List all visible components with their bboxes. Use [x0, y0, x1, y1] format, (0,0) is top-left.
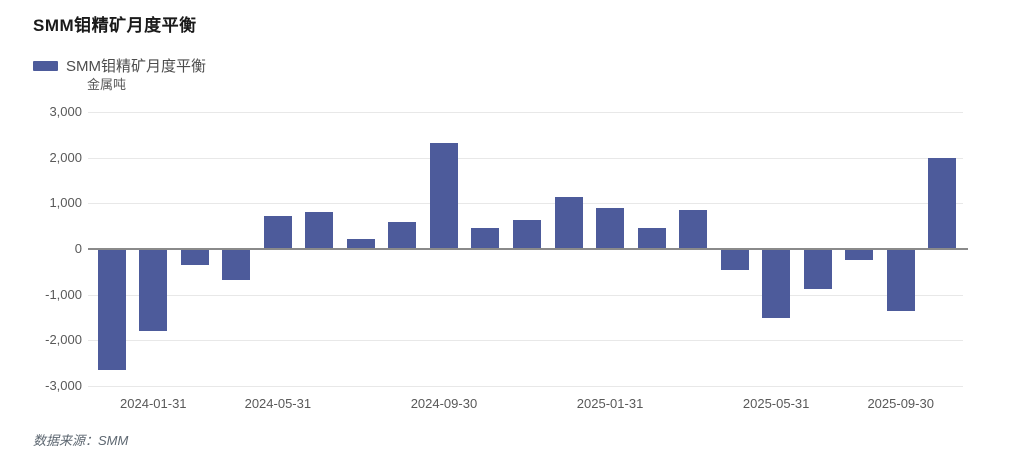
x-axis-line: [88, 248, 968, 250]
bar[interactable]: [471, 227, 500, 249]
bar[interactable]: [305, 211, 334, 249]
source-note: 数据来源：SMM: [33, 433, 129, 448]
bar[interactable]: [388, 221, 417, 249]
y-axis-tick-label: -1,000: [45, 286, 82, 302]
bar[interactable]: [637, 227, 666, 249]
legend-item[interactable]: SMM钼精矿月度平衡: [33, 55, 206, 76]
x-axis-tick-label: 2024-09-30: [410, 396, 478, 411]
bar[interactable]: [180, 249, 209, 265]
bar[interactable]: [554, 197, 583, 249]
y-axis-tick-label: 0: [74, 241, 82, 256]
legend-label: SMM钼精矿月度平衡: [66, 58, 206, 75]
bar[interactable]: [596, 207, 625, 249]
grid-line: [88, 294, 963, 296]
x-axis-tick-label: 2024-05-31: [244, 396, 312, 411]
legend-swatch-icon: [33, 60, 58, 71]
x-axis-tick-label: 2025-05-31: [742, 396, 810, 411]
y-axis-tick-label: -2,000: [45, 332, 82, 348]
bar[interactable]: [346, 239, 375, 249]
bar[interactable]: [97, 249, 126, 371]
bar[interactable]: [513, 220, 541, 249]
bar[interactable]: [139, 249, 168, 332]
bar[interactable]: [429, 143, 458, 249]
grid-line: [88, 203, 963, 205]
x-axis-tick-label: 2025-01-31: [576, 396, 644, 411]
grid-line: [88, 386, 963, 387]
y-axis-tick-label: 3,000: [49, 104, 82, 119]
y-axis-unit-label: 金属吨: [87, 77, 127, 92]
y-axis-tick-label: 1,000: [49, 195, 82, 211]
bar[interactable]: [720, 249, 749, 271]
grid-line: [88, 112, 963, 113]
bar[interactable]: [263, 216, 292, 249]
grid-line: [88, 157, 963, 159]
chart-title: SMM钼精矿月度平衡: [33, 16, 197, 35]
x-axis-tick-label: 2025-09-30: [867, 396, 934, 411]
bar[interactable]: [762, 249, 791, 318]
y-axis-tick-label: -3,000: [45, 378, 82, 393]
bar[interactable]: [679, 209, 708, 249]
bar[interactable]: [803, 249, 832, 289]
bar[interactable]: [886, 249, 915, 312]
y-axis-tick-label: 2,000: [49, 149, 82, 165]
x-axis-tick-label: 2024-01-31: [120, 396, 187, 411]
bar[interactable]: [845, 249, 874, 260]
bar[interactable]: [928, 157, 957, 249]
bar[interactable]: [222, 249, 251, 281]
grid-line: [88, 340, 963, 342]
